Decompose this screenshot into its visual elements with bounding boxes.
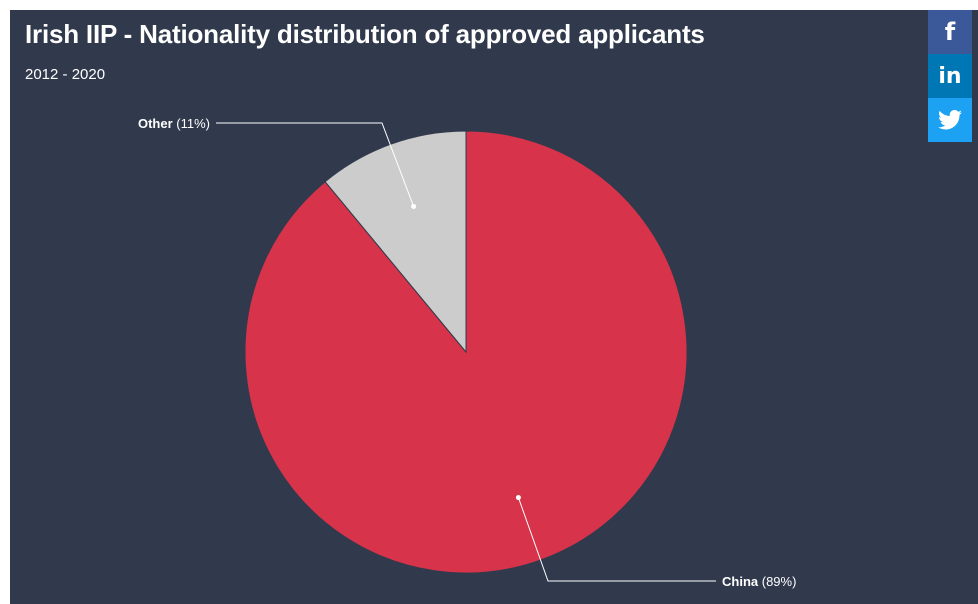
facebook-share-button[interactable]: f — [928, 10, 972, 54]
slice-label-other: Other (11%) — [138, 116, 210, 131]
facebook-icon: f — [944, 18, 956, 46]
slice-label-value: (11%) — [176, 116, 210, 131]
slice-label-name: Other — [138, 116, 176, 131]
pie-slice-other[interactable] — [324, 130, 467, 354]
chart-title: Irish IIP - Nationality distribution of … — [25, 19, 705, 49]
linkedin-icon: in — [938, 63, 962, 89]
label-connector-other — [216, 122, 415, 207]
twitter-share-button[interactable] — [928, 98, 972, 142]
linkedin-share-button[interactable]: in — [928, 54, 972, 98]
label-connector-china — [517, 497, 716, 582]
pie-chart: China (89%) Other (11%) — [138, 116, 796, 589]
slice-label-name: China — [722, 574, 762, 589]
slice-label-value: (89%) — [762, 574, 797, 589]
twitter-icon — [938, 110, 962, 130]
chart-panel: Irish IIP - Nationality distribution of … — [10, 10, 978, 604]
slice-label-china: China (89%) — [722, 574, 796, 589]
chart-subtitle: 2012 - 2020 — [25, 66, 106, 83]
